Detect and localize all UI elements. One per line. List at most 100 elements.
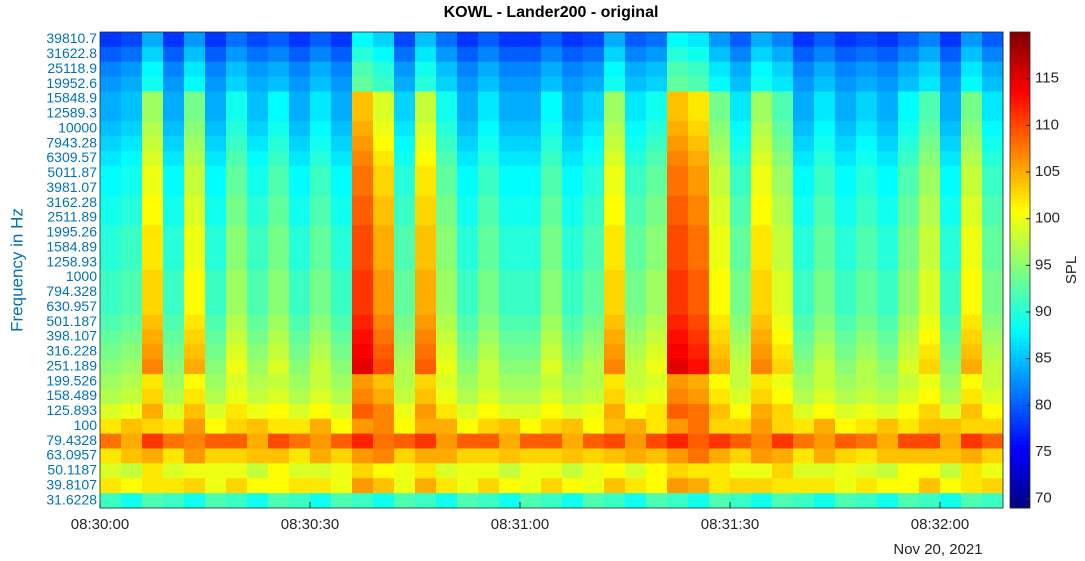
heat-cell [919, 359, 941, 375]
heat-cell [436, 225, 458, 241]
heat-cell [520, 76, 542, 92]
heat-cell [289, 478, 311, 494]
heat-cell [982, 463, 1004, 479]
heat-cell [289, 255, 311, 271]
colorbar-swatch [1010, 99, 1030, 104]
y-tick-label: 1584.89 [46, 238, 97, 254]
heat-cell [562, 76, 584, 92]
heat-cell [268, 478, 290, 494]
heat-cell [247, 210, 269, 226]
heat-cell [331, 478, 353, 494]
heat-cell [751, 91, 773, 107]
heat-cell [268, 106, 290, 122]
heat-cell [835, 136, 857, 152]
heat-cell [625, 210, 647, 226]
heat-cell [268, 359, 290, 375]
colorbar-swatch [1010, 55, 1030, 61]
heat-cell [919, 121, 941, 137]
heat-cell [331, 389, 353, 405]
heat-cell [541, 46, 563, 63]
heat-cell [583, 46, 605, 63]
heat-cell [583, 61, 605, 78]
heat-cell [877, 284, 899, 301]
colorbar-swatch [1010, 127, 1030, 132]
heat-cell [646, 61, 668, 78]
y-tick-label: 251.189 [46, 357, 97, 373]
heat-cell [667, 314, 689, 330]
heat-cell [709, 240, 731, 256]
heat-cell [583, 374, 605, 390]
heat-cell [184, 359, 206, 375]
heat-cell [877, 299, 899, 316]
heat-cell [394, 448, 416, 464]
heat-cell [352, 270, 374, 286]
heat-cell [898, 195, 920, 211]
heat-cell [667, 374, 689, 390]
heat-cell [604, 314, 626, 330]
heat-cell [793, 106, 815, 122]
heat-cell [919, 478, 941, 494]
heat-cell [373, 151, 395, 167]
heat-cell [184, 270, 206, 286]
heat-cell [541, 493, 563, 509]
heat-cell [541, 165, 563, 182]
heat-cell [709, 329, 731, 345]
heat-cell [226, 210, 248, 226]
heat-cell [121, 32, 143, 48]
heat-cell [352, 299, 374, 316]
heat-cell [919, 225, 941, 241]
heat-cell [982, 403, 1004, 420]
heat-cell [772, 225, 794, 241]
heat-cell [415, 240, 437, 256]
heat-cell [814, 225, 836, 241]
colorbar-swatch [1010, 198, 1030, 204]
heat-cell [919, 374, 941, 390]
heat-cell [751, 418, 773, 435]
heat-cell [856, 463, 878, 479]
heat-cell [961, 433, 983, 449]
heat-cell [142, 374, 164, 390]
heat-cell [835, 359, 857, 375]
heat-cell [415, 180, 437, 197]
heat-cell [142, 180, 164, 197]
heat-cell [583, 418, 605, 435]
heat-cell [394, 106, 416, 122]
heat-cell [940, 106, 962, 122]
heat-cell [457, 165, 479, 182]
heat-cell [289, 136, 311, 152]
heat-cell [604, 165, 626, 182]
heat-cell [856, 91, 878, 107]
heat-cell [982, 478, 1004, 494]
heat-cell [184, 165, 206, 182]
heat-cell [394, 240, 416, 256]
colorbar-swatch [1010, 79, 1030, 85]
heat-cell [982, 210, 1004, 226]
heat-cell [226, 270, 248, 286]
heat-cell [814, 255, 836, 271]
heat-cell [688, 210, 710, 226]
heat-cell [583, 195, 605, 211]
heat-cell [457, 493, 479, 509]
heat-cell [856, 329, 878, 345]
heat-cell [142, 195, 164, 211]
heat-cell [709, 46, 731, 63]
heat-cell [541, 329, 563, 345]
heat-cell [709, 106, 731, 122]
heat-cell [604, 225, 626, 241]
heat-cell [436, 121, 458, 137]
heat-cell [247, 329, 269, 345]
heat-cell [268, 180, 290, 197]
heat-cell [877, 180, 899, 197]
heat-cell [310, 255, 332, 271]
heat-cell [352, 61, 374, 78]
heat-cell [814, 165, 836, 182]
heat-cell [352, 418, 374, 435]
heat-cell [310, 418, 332, 435]
heat-cell [793, 165, 815, 182]
heat-cell [184, 195, 206, 211]
heat-cell [520, 225, 542, 241]
heat-cell [961, 136, 983, 152]
heat-cell [625, 299, 647, 316]
colorbar-swatch [1010, 238, 1030, 243]
colorbar-swatch [1010, 174, 1030, 180]
